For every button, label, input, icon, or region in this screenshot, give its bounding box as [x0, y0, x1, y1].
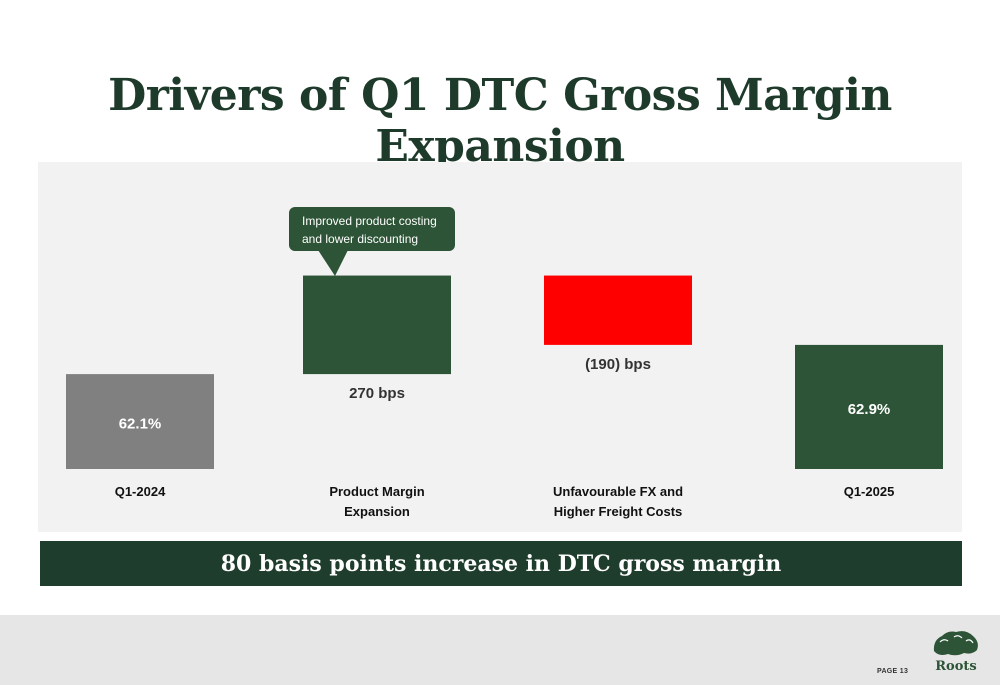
data-label: (190) bps: [585, 356, 651, 373]
category-label: Expansion: [344, 504, 410, 519]
bar-decrease: [544, 275, 692, 345]
summary-banner: 80 basis points increase in DTC gross ma…: [40, 541, 962, 586]
data-label: 62.9%: [848, 401, 891, 418]
summary-banner-text: 80 basis points increase in DTC gross ma…: [220, 550, 782, 577]
waterfall-chart-panel: 62.1% Q1-2024 270 bps Product Margin Expansi…: [38, 162, 962, 532]
callout-pointer: [318, 250, 348, 276]
category-label: Product Margin: [329, 484, 424, 499]
data-label: 62.1%: [119, 416, 162, 433]
category-label: Q1-2025: [844, 484, 895, 499]
beaver-logo-icon: Roots: [933, 631, 978, 674]
bar-start: [66, 374, 214, 469]
svg-text:Roots: Roots: [935, 659, 976, 674]
callout-text: Improved product costing: [302, 214, 437, 228]
bar-increase: [303, 275, 451, 375]
callout-box: [289, 207, 455, 251]
page-number: PAGE 13: [877, 668, 909, 675]
bar-end: [795, 344, 943, 469]
data-label: 270 bps: [349, 385, 405, 402]
category-label: Higher Freight Costs: [554, 504, 683, 519]
footer: [0, 615, 1000, 685]
category-label: Q1-2024: [115, 484, 166, 499]
callout-text: and lower discounting: [302, 232, 418, 246]
category-label: Unfavourable FX and: [553, 484, 683, 499]
page-title: Drivers of Q1 DTC Gross Margin Expansion: [108, 70, 892, 172]
roots-logo: Roots: [928, 626, 984, 681]
waterfall-chart: 62.1% Q1-2024 270 bps Product Margin Expansi…: [66, 207, 943, 519]
